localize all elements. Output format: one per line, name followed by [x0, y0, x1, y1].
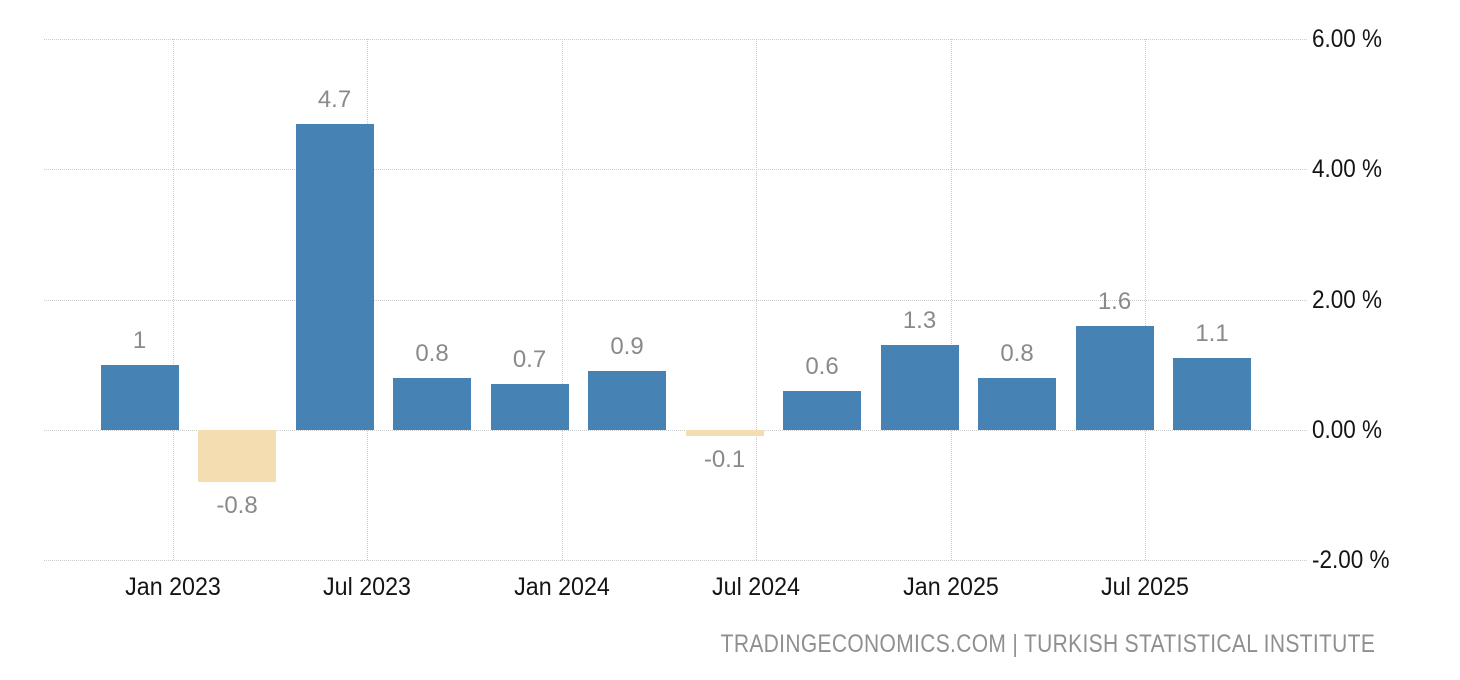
bar — [198, 429, 276, 482]
bar-value-label: 0.9 — [610, 333, 644, 361]
y-axis-tick-label: 4.00 % — [1312, 155, 1383, 184]
x-axis-tick-label: Jul 2025 — [1101, 573, 1189, 601]
x-axis-tick-label: Jan 2023 — [125, 573, 221, 601]
bar — [393, 377, 471, 430]
y-axis-tick-label: 6.00 % — [1312, 25, 1383, 53]
bar-value-label: 0.8 — [415, 339, 449, 367]
vertical-gridline — [756, 39, 758, 560]
vertical-gridline — [1145, 39, 1146, 560]
horizontal-gridline — [44, 169, 1307, 171]
vertical-gridline — [561, 39, 563, 560]
bar — [978, 377, 1056, 430]
bar-value-label: 0.6 — [805, 352, 839, 380]
vertical-gridline — [950, 39, 952, 560]
bar — [295, 123, 374, 430]
bar-value-label: -0.1 — [703, 446, 746, 474]
y-axis-tick-label: 2.00 % — [1312, 285, 1383, 314]
x-axis-tick-label: Jul 2023 — [323, 573, 412, 601]
bar-value-label: 0.7 — [512, 346, 547, 374]
x-axis-tick-label: Jul 2024 — [712, 573, 801, 601]
bar-value-label: 1.6 — [1097, 287, 1132, 315]
y-axis-tick-label: 0.00 % — [1312, 415, 1383, 444]
vertical-gridline — [173, 39, 174, 560]
source-attribution: TRADINGECONOMICS.COM | TURKISH STATISTIC… — [720, 630, 1375, 658]
bar-value-label: 1.1 — [1195, 320, 1229, 348]
bar-value-label: 1.3 — [902, 307, 937, 335]
bar — [588, 371, 666, 430]
bar — [685, 429, 764, 437]
bar — [783, 390, 861, 430]
bar — [490, 384, 569, 430]
bar-value-label: 1 — [132, 326, 147, 354]
horizontal-gridline — [44, 429, 1307, 431]
bar — [1173, 358, 1251, 430]
bar — [880, 345, 959, 430]
horizontal-gridline — [44, 39, 1307, 40]
horizontal-gridline — [44, 560, 1307, 561]
bar — [100, 364, 179, 430]
y-axis-tick-label: -2.00 % — [1312, 546, 1390, 574]
bar — [1075, 325, 1154, 430]
horizontal-gridline — [44, 299, 1307, 301]
bar-value-label: 0.8 — [1000, 339, 1034, 367]
x-axis-tick-label: Jan 2024 — [513, 573, 610, 601]
bar-value-label: -0.8 — [216, 491, 258, 519]
bar-value-label: 4.7 — [317, 85, 352, 113]
x-axis-tick-label: Jan 2025 — [902, 573, 999, 601]
